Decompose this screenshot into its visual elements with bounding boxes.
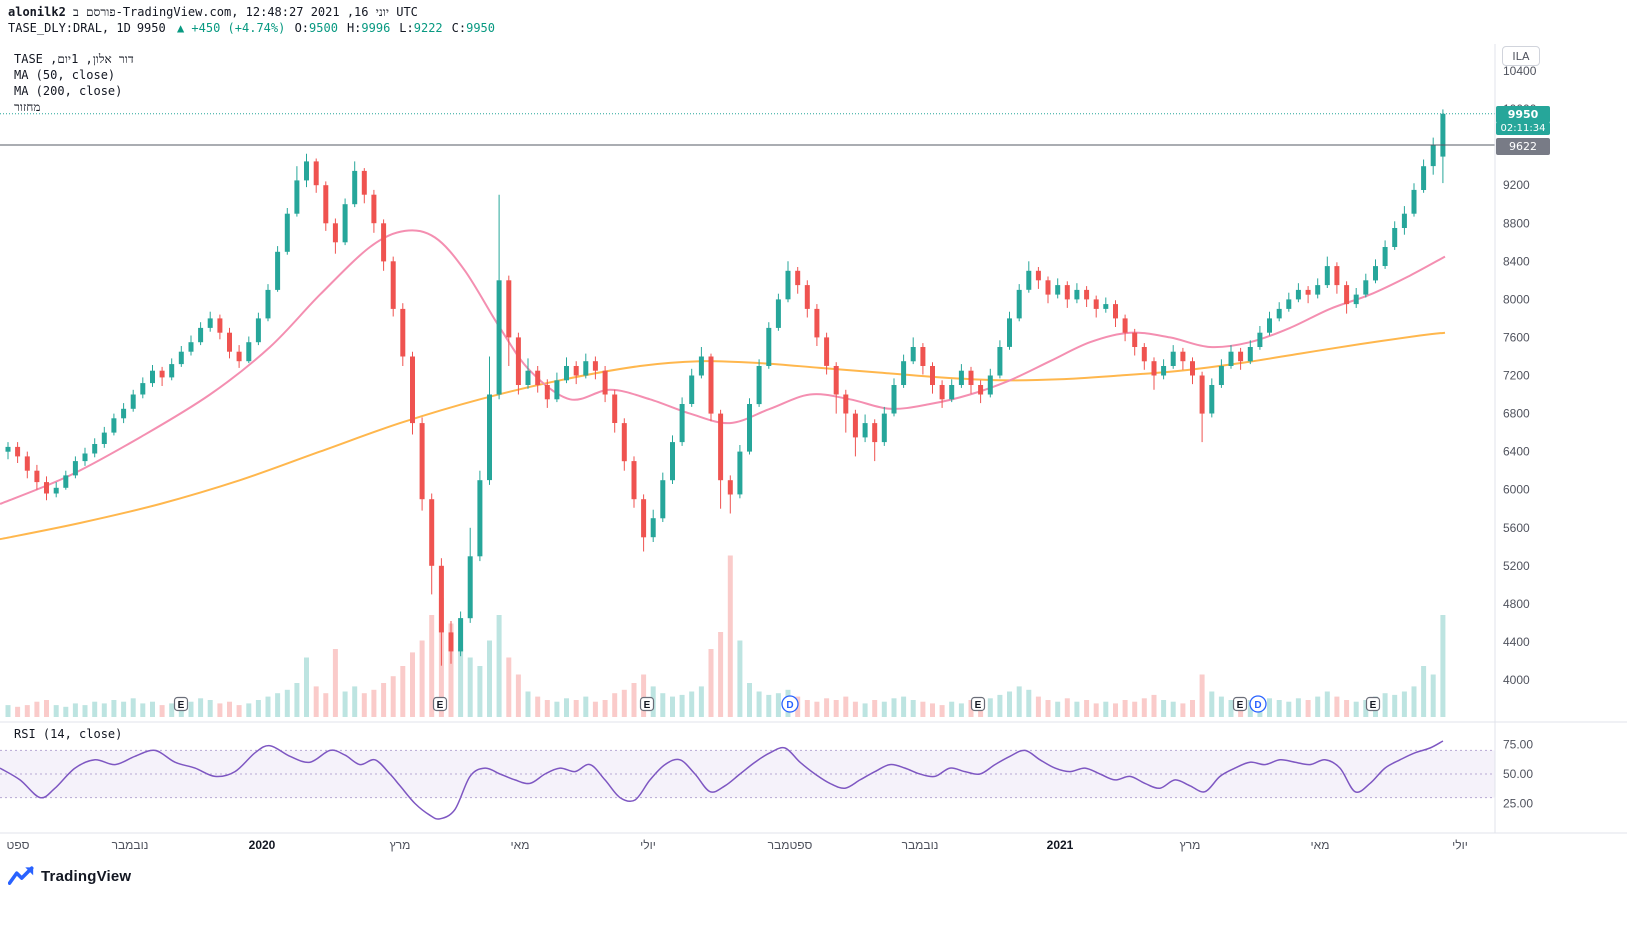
ohlc-high-value: 9996 [361,21,391,35]
svg-text:4400: 4400 [1503,635,1530,649]
svg-text:E: E [975,700,982,711]
price-change: ▲ +450 (+4.74%) [176,21,286,35]
svg-text:נובמבר: נובמבר [902,838,939,852]
svg-text:מאי: מאי [1311,838,1330,852]
header: alonilk2 פורסם ב-TradingView.com, יוני 1… [8,5,502,35]
price-lines-layer [0,113,1495,146]
ma200-legend[interactable]: MA (200, close) [14,84,123,98]
ohlc-low-value: 9222 [413,21,443,35]
ohlc-open-value: 9500 [309,21,338,35]
svg-text:E: E [178,700,185,711]
last-price: 9950 [136,21,166,35]
svg-text:6400: 6400 [1503,445,1530,459]
svg-text:75.00: 75.00 [1503,738,1533,752]
svg-text:ספט: ספט [7,838,30,852]
svg-text:2020: 2020 [249,838,276,852]
ohlc-high-label: H: [346,21,362,35]
footer[interactable]: TradingView [8,866,131,886]
volume-legend[interactable]: מחזור [14,100,41,114]
publish-info: פורסם ב-TradingView.com, יוני 16, 2021 1… [73,5,418,19]
svg-text:6800: 6800 [1503,407,1530,421]
ohlc-low-label: L: [399,21,414,35]
rsi-legend[interactable]: RSI (14, close) [14,727,123,741]
series-title[interactable]: דור אלון, 1יום, TASE [14,52,134,66]
last-price-badge: 9950 [1496,106,1550,123]
tradingview-logo-icon [8,866,34,886]
svg-text:8800: 8800 [1503,216,1530,230]
svg-text:25.00: 25.00 [1503,797,1533,811]
svg-text:2021: 2021 [1047,838,1074,852]
svg-text:E: E [644,700,651,711]
ma50-legend[interactable]: MA (50, close) [14,68,116,82]
svg-text:5600: 5600 [1503,521,1530,535]
svg-text:יולי: יולי [640,838,656,852]
ohlc-open-label: O: [294,21,310,35]
symbol-status-line: TASE_DLY:DRAL, 1D 9950 ▲ +450 (+4.74%) O:… [8,21,502,35]
svg-text:D: D [1254,700,1261,711]
author-name: alonilk2 [8,5,66,19]
svg-text:9200: 9200 [1503,178,1530,192]
volume-layer [5,555,1446,717]
byline: alonilk2 פורסם ב-TradingView.com, יוני 1… [8,5,502,20]
svg-text:E: E [1370,700,1377,711]
svg-text:יולי: יולי [1452,838,1468,852]
svg-text:נובמבר: נובמבר [112,838,149,852]
brand-name: TradingView [41,867,132,885]
prev-close-badge: 9622 [1496,138,1550,155]
ma-layer [0,229,1446,541]
svg-text:4000: 4000 [1503,673,1530,687]
svg-text:ספטמבר: ספטמבר [768,838,813,852]
ohlc-close-value: 9950 [466,21,496,35]
svg-text:50.00: 50.00 [1503,767,1533,781]
svg-text:7200: 7200 [1503,369,1530,383]
svg-text:8400: 8400 [1503,254,1530,268]
rsi-band-layer [0,749,1495,799]
svg-text:4800: 4800 [1503,597,1530,611]
svg-text:מרץ: מרץ [1180,838,1201,852]
bar-countdown-badge: 02:11:34 [1496,122,1550,135]
ohlc-close-label: C: [451,21,467,35]
svg-text:5200: 5200 [1503,559,1530,573]
rsi-line-layer [0,740,1444,820]
symbol-interval: TASE_DLY:DRAL, 1D [8,21,131,35]
svg-text:E: E [437,700,444,711]
svg-text:מאי: מאי [511,838,530,852]
svg-text:E: E [1237,700,1244,711]
candles-layer [5,109,1446,666]
svg-text:6000: 6000 [1503,483,1530,497]
svg-text:8000: 8000 [1503,292,1530,306]
currency-chip[interactable]: ILA [1502,46,1540,66]
chart-legend: דור אלון, 1יום, TASE MA (50, close) MA (… [14,51,134,115]
time-axis-layer: ספט נובמבר 2020 מרץ מאי יולי ספטמבר נובמבר 2021 מ… [7,838,1468,852]
svg-text:D: D [786,700,793,711]
svg-text:מרץ: מרץ [390,838,411,852]
svg-text:10400: 10400 [1503,64,1537,78]
separators-layer [0,44,1627,834]
price-axis-layer: 1040010000960092008800840080007600720068… [1503,64,1537,811]
svg-text:7600: 7600 [1503,330,1530,344]
